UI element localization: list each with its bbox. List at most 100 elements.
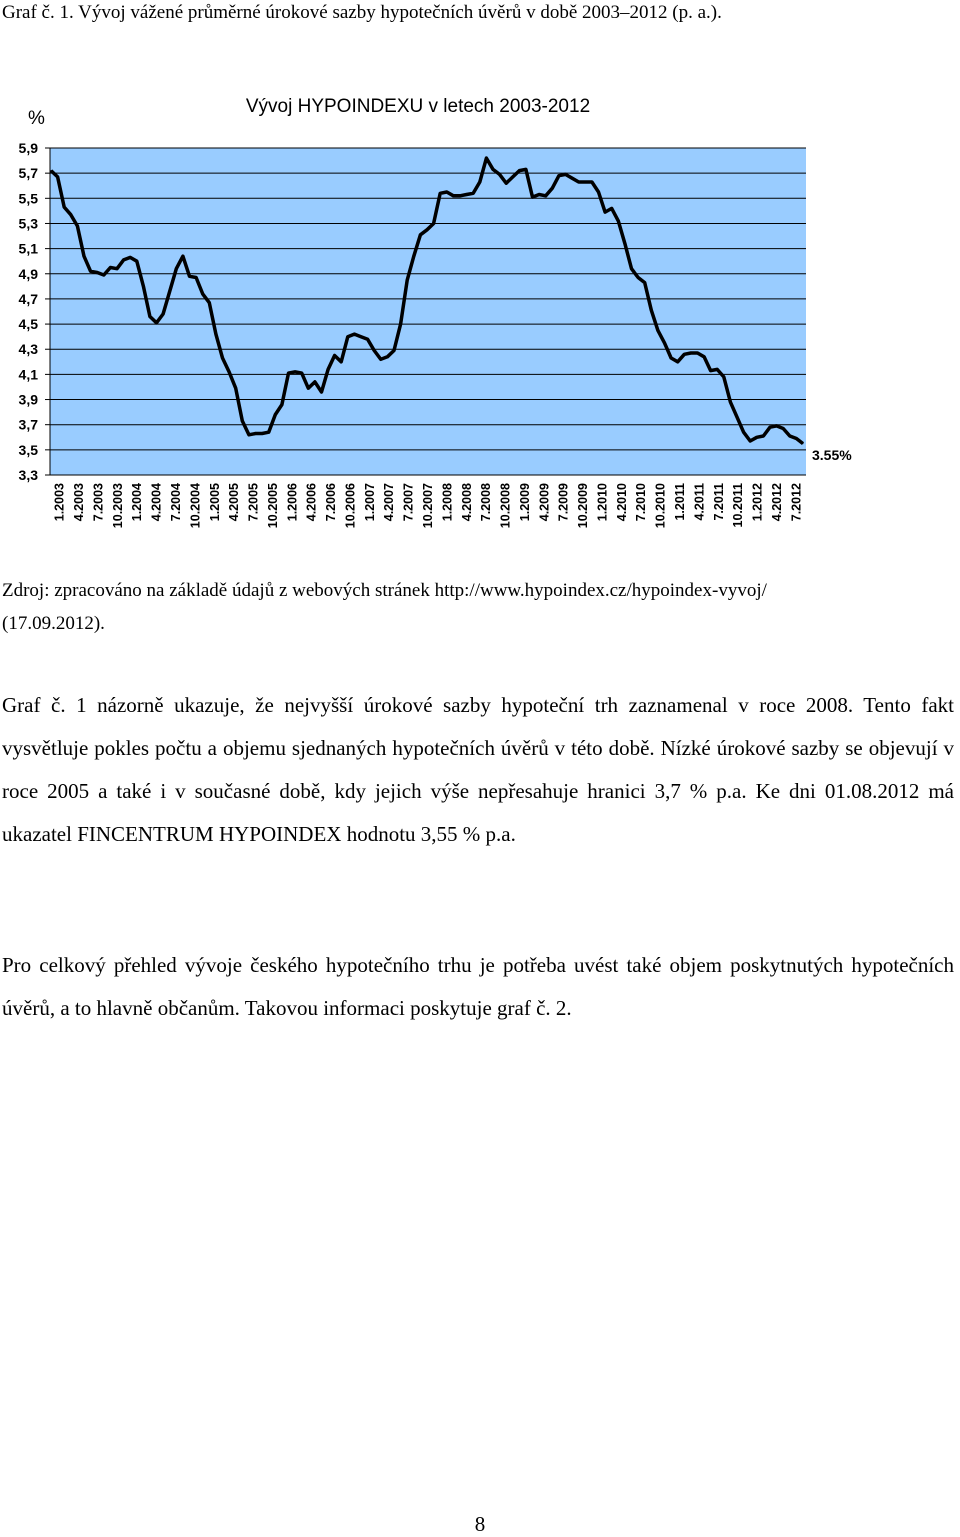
data-point	[499, 173, 501, 175]
x-tick-label: 7.2011	[712, 483, 726, 521]
x-tick-label: 1.2006	[285, 483, 299, 521]
x-tick-label: 1.2012	[751, 483, 765, 521]
data-point	[512, 176, 514, 178]
data-point	[149, 316, 151, 317]
data-point	[367, 338, 369, 340]
x-tick-label: 1.2009	[518, 483, 532, 521]
x-tick-label: 4.2003	[72, 483, 86, 521]
x-tick-label: 7.2008	[479, 483, 493, 521]
data-point	[677, 361, 679, 363]
data-point	[716, 368, 718, 370]
data-point	[129, 256, 131, 258]
data-point	[294, 371, 296, 373]
data-point	[169, 290, 171, 292]
x-tick-label: 7.2005	[247, 483, 261, 521]
data-point	[386, 356, 388, 358]
data-point	[664, 342, 665, 344]
x-tick-label: 1.2004	[130, 483, 144, 521]
y-tick-label: 5,5	[19, 190, 39, 206]
data-point	[413, 255, 415, 257]
source-line-2: (17.09.2012).	[2, 613, 105, 634]
data-point	[617, 220, 619, 222]
data-point	[347, 336, 349, 338]
source-line-1: Zdroj: zpracováno na základě údajů z web…	[2, 580, 767, 601]
data-point	[782, 428, 784, 429]
data-point	[624, 243, 626, 245]
data-point	[439, 192, 441, 194]
x-tick-label: 4.2005	[227, 483, 241, 521]
data-point	[670, 357, 672, 359]
data-point	[426, 229, 428, 231]
data-point	[156, 322, 157, 324]
data-point	[591, 181, 593, 183]
data-point	[307, 387, 309, 389]
data-point	[637, 277, 639, 278]
data-point	[314, 381, 316, 383]
data-point	[631, 268, 632, 270]
data-point	[769, 426, 771, 428]
y-tick-label: 4,7	[19, 291, 39, 307]
data-point	[83, 255, 85, 257]
data-point	[644, 282, 646, 284]
data-point	[466, 194, 468, 195]
data-point	[241, 420, 243, 422]
y-tick-label: 5,9	[19, 140, 39, 156]
data-point	[109, 267, 111, 268]
page-number: 8	[474, 1512, 486, 1536]
data-point	[446, 191, 448, 193]
source-note: Zdroj: zpracováno na základě údajů z web…	[2, 574, 767, 640]
x-tick-label: 7.2012	[789, 483, 803, 521]
data-point	[697, 352, 698, 354]
data-point	[802, 443, 804, 445]
x-tick-label: 7.2003	[91, 483, 105, 521]
y-tick-label: 4,5	[19, 316, 39, 332]
data-point	[729, 401, 731, 403]
data-point	[538, 194, 540, 195]
data-point	[142, 285, 144, 287]
x-tick-label: 7.2004	[169, 483, 183, 521]
data-point	[433, 223, 435, 224]
data-point	[578, 181, 580, 183]
data-point	[63, 206, 65, 208]
data-point	[558, 175, 560, 177]
data-point	[261, 433, 263, 434]
x-tick-label: 4.2012	[770, 483, 784, 521]
data-point	[479, 181, 481, 183]
x-tick-label: 1.2010	[595, 483, 609, 521]
data-point	[419, 234, 421, 236]
data-point	[268, 431, 270, 433]
y-tick-label: 3,3	[19, 467, 39, 483]
y-tick-label: 4,9	[19, 266, 39, 282]
x-tick-label: 4.2011	[692, 483, 706, 521]
x-tick-label: 10.2003	[111, 483, 125, 528]
data-point	[215, 333, 217, 335]
data-point	[545, 195, 547, 197]
data-point	[452, 195, 454, 197]
x-tick-label: 4.2008	[460, 483, 474, 521]
data-point	[281, 404, 283, 406]
y-tick-label: 5,3	[19, 215, 39, 231]
x-tick-label: 4.2004	[150, 483, 164, 521]
x-tick-label: 10.2008	[499, 483, 513, 528]
data-point	[406, 279, 408, 281]
x-tick-label: 7.2007	[402, 483, 416, 521]
x-tick-label: 10.2010	[654, 483, 668, 528]
data-point	[518, 170, 520, 172]
data-point	[565, 173, 566, 175]
data-point	[57, 176, 59, 178]
data-point	[195, 277, 197, 278]
y-tick-label: 3,9	[19, 392, 39, 408]
data-point	[485, 157, 487, 159]
x-tick-label: 10.2007	[421, 483, 435, 528]
x-tick-label: 10.2006	[343, 483, 357, 528]
x-tick-label: 10.2011	[731, 483, 745, 528]
x-tick-label: 1.2005	[208, 483, 222, 521]
data-point	[340, 361, 342, 363]
data-point	[584, 181, 586, 183]
data-point	[274, 414, 276, 416]
data-point	[202, 293, 204, 295]
data-point	[703, 356, 705, 358]
data-point	[756, 436, 758, 438]
hypoindex-chart: 5,9 5,7 5,5 5,3 5,1 4,9 4,7 4,5 4,3 4,1 3,9 3,7 3,5 3…	[19, 96, 853, 528]
paragraph-2: Pro celkový přehled vývoje českého hypot…	[2, 953, 954, 1020]
